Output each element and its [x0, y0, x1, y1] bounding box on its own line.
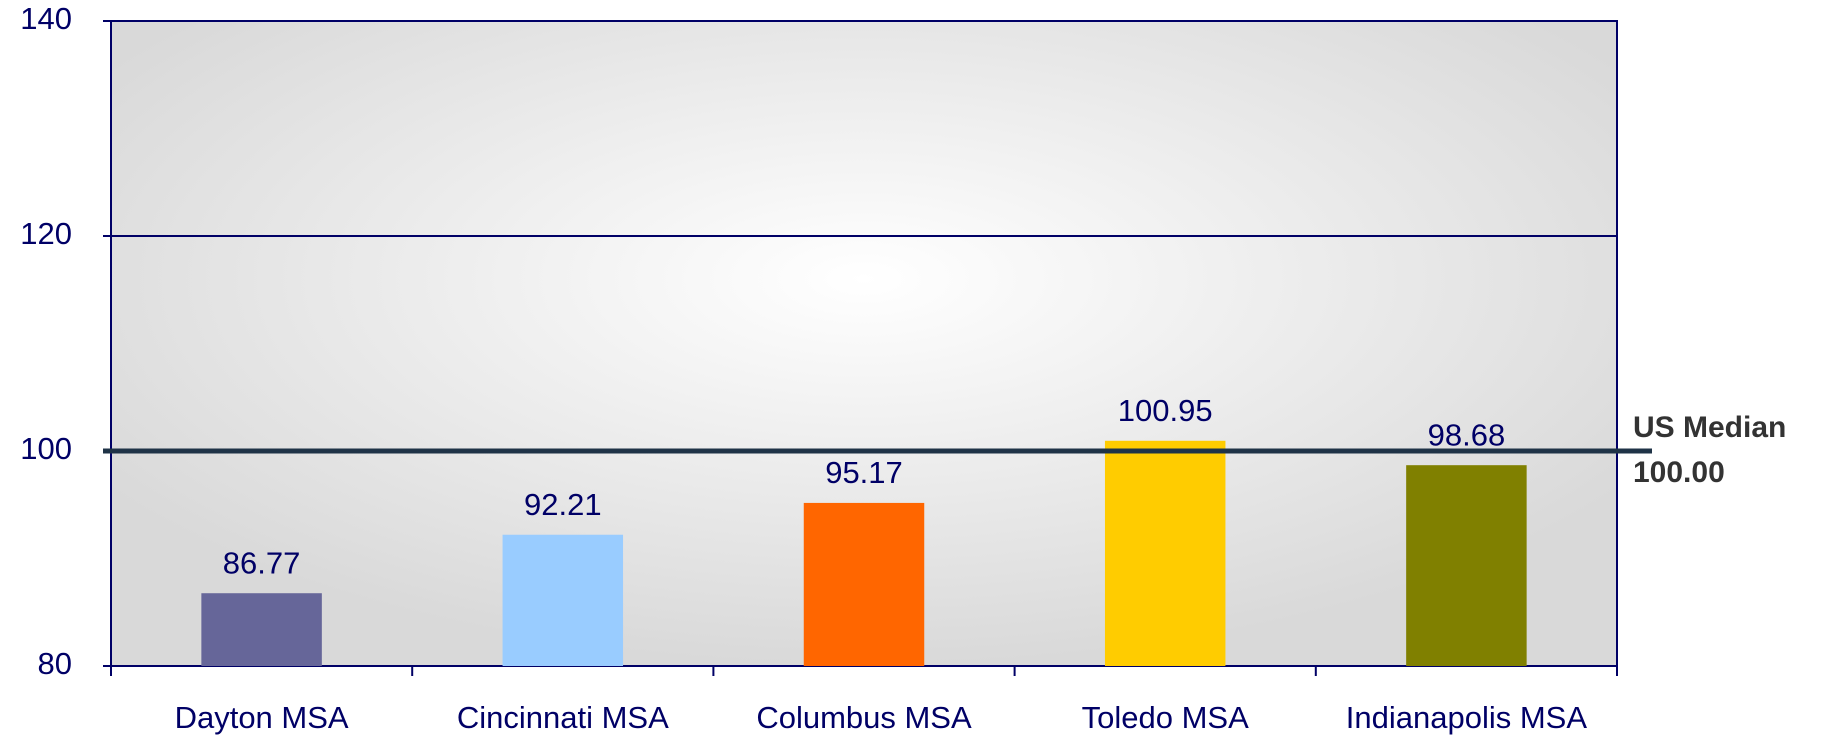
data-label: 86.77: [223, 545, 301, 580]
data-label: 100.95: [1118, 393, 1213, 428]
x-tick-label: Dayton MSA: [175, 700, 349, 735]
bar: [803, 502, 925, 666]
reference-name: US Median: [1633, 411, 1786, 444]
bar: [201, 593, 322, 666]
data-label: 98.68: [1428, 417, 1506, 452]
x-tick-label: Indianapolis MSA: [1346, 700, 1588, 735]
bar: [502, 534, 624, 666]
x-tick-label: Columbus MSA: [756, 700, 972, 735]
y-tick-label: 80: [38, 646, 72, 681]
bar: [1406, 465, 1527, 666]
y-tick-label: 140: [20, 1, 72, 36]
x-tick-label: Cincinnati MSA: [457, 700, 669, 735]
data-label: 92.21: [524, 487, 602, 522]
data-label: 95.17: [825, 455, 903, 490]
x-tick-label: Toledo MSA: [1082, 700, 1249, 735]
y-tick-label: 100: [20, 431, 72, 466]
reference-value: 100.00: [1633, 456, 1725, 489]
y-tick-label: 120: [20, 216, 72, 251]
bar: [1104, 440, 1226, 666]
